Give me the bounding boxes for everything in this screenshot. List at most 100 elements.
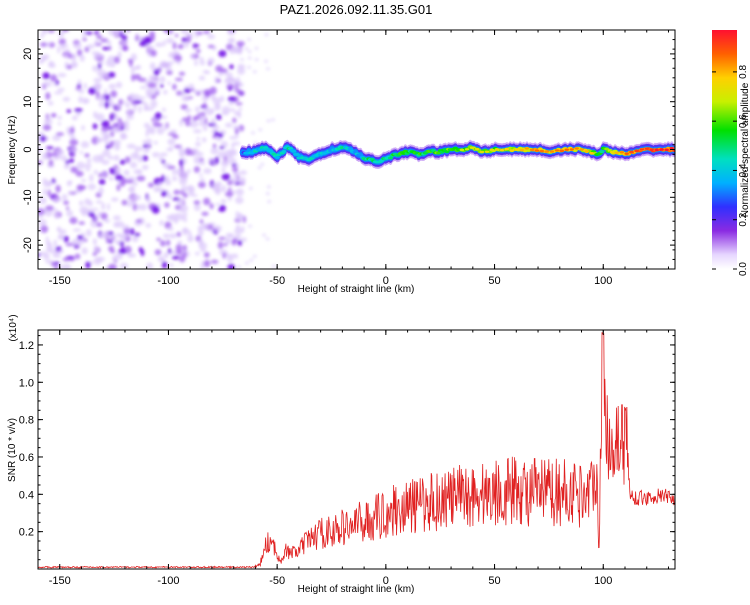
noise-speckle (75, 110, 81, 117)
noise-speckle (129, 93, 136, 101)
noise-speckle (235, 128, 239, 136)
signal-hotspot (629, 150, 634, 154)
noise-speckle (96, 222, 103, 227)
noise-speckle (79, 150, 84, 155)
noise-speckle (221, 167, 226, 173)
noise-speckle (43, 252, 50, 260)
noise-speckle (45, 42, 51, 47)
noise-speckle (218, 72, 223, 77)
noise-speckle (187, 234, 194, 243)
noise-speckle (272, 264, 276, 268)
signal-hotspot (564, 148, 569, 151)
signal-hotspot (519, 148, 525, 152)
noise-speckle (218, 249, 228, 255)
noise-speckle (142, 149, 150, 154)
noise-speckle (95, 200, 103, 204)
noise-speckle (200, 248, 207, 253)
noise-speckle (228, 232, 234, 239)
noise-speckle (50, 74, 57, 82)
noise-speckle (201, 137, 207, 143)
noise-speckle (152, 205, 160, 214)
noise-speckle (85, 31, 93, 35)
noise-speckle (163, 30, 169, 33)
noise-speckle (136, 64, 142, 70)
noise-speckle (84, 198, 91, 206)
noise-speckle (45, 205, 54, 211)
noise-speckle (242, 215, 247, 223)
noise-speckle (236, 76, 240, 81)
noise-speckle (136, 175, 146, 182)
noise-speckle (112, 139, 122, 146)
noise-speckle (100, 212, 108, 220)
noise-speckle (75, 170, 84, 177)
noise-speckle (184, 85, 190, 89)
noise-speckle (119, 181, 125, 187)
noise-speckle (76, 184, 85, 191)
noise-speckle (169, 129, 177, 134)
noise-speckle (173, 189, 180, 195)
signal-hotspot (609, 150, 614, 154)
noise-speckle (161, 174, 165, 183)
noise-speckle (55, 149, 65, 155)
x-tick-label: -50 (269, 575, 285, 587)
colorbar-tick-label: 0.8 (738, 64, 749, 78)
noise-speckle (159, 76, 166, 83)
spectrogram-xlabel: Height of straight line (km) (298, 284, 415, 295)
noise-speckle (231, 142, 235, 149)
noise-speckle (184, 147, 192, 156)
noise-speckle (199, 60, 206, 66)
noise-speckle (101, 120, 110, 128)
noise-speckle (123, 228, 131, 235)
noise-speckle (195, 106, 200, 113)
noise-speckle (78, 89, 85, 94)
noise-speckle (135, 219, 143, 223)
noise-speckle (244, 47, 249, 51)
noise-speckle (102, 149, 111, 157)
signal-track-cell (347, 147, 354, 151)
noise-speckle (234, 228, 243, 235)
noise-speckle (172, 175, 178, 182)
noise-speckle (114, 154, 120, 161)
noise-speckle (163, 123, 168, 131)
noise-speckle (78, 96, 84, 104)
noise-speckle (53, 198, 62, 202)
noise-speckle (169, 233, 177, 239)
noise-speckle (265, 237, 270, 241)
noise-speckle (217, 132, 224, 138)
noise-speckle (71, 115, 78, 121)
noise-speckle (109, 234, 117, 242)
signal-track-cell (352, 150, 359, 154)
noise-speckle (188, 192, 195, 197)
noise-speckle (190, 88, 195, 92)
noise-speckle (51, 261, 55, 267)
noise-speckle (84, 153, 90, 158)
noise-speckle (53, 91, 63, 95)
noise-speckle (247, 37, 252, 42)
x-tick-label: -150 (49, 275, 71, 287)
noise-speckle (133, 100, 143, 104)
noise-speckle (38, 208, 45, 215)
noise-speckle (139, 40, 148, 47)
noise-speckle (87, 212, 95, 217)
noise-speckle (235, 211, 240, 215)
noise-speckle (146, 262, 153, 269)
noise-speckle (211, 183, 219, 188)
noise-speckle (235, 84, 239, 93)
noise-speckle (66, 109, 72, 113)
noise-speckle (47, 189, 51, 197)
noise-speckle (88, 87, 96, 95)
noise-speckle (166, 214, 174, 221)
noise-speckle (61, 194, 68, 201)
noise-speckle (175, 244, 183, 252)
noise-speckle (166, 239, 171, 246)
noise-speckle (68, 180, 73, 184)
noise-speckle (171, 255, 180, 260)
colorbar-ticks: 0.0 0.2 0.4 0.6 0.8 (712, 64, 749, 276)
signal-hotspot (504, 147, 510, 151)
spectrogram-signal-track (239, 139, 675, 169)
noise-speckle (266, 119, 271, 123)
noise-speckle (210, 118, 216, 125)
noise-speckle (157, 181, 164, 186)
noise-speckle (121, 39, 128, 45)
